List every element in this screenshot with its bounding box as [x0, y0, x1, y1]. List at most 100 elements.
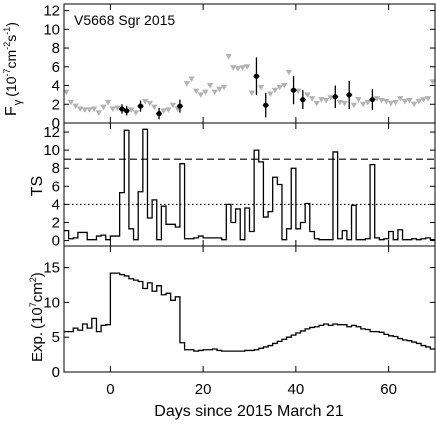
y-tick-label: 8 — [52, 40, 60, 57]
y-tick-label: 6 — [52, 178, 60, 195]
upper-limit-marker — [420, 97, 427, 103]
upper-limit-marker — [350, 102, 358, 109]
y-tick-label: 12 — [43, 124, 60, 141]
upper-limit-marker — [109, 106, 116, 112]
upper-limit-marker — [225, 53, 232, 60]
upper-limit-marker — [373, 96, 381, 102]
upper-limit-marker — [211, 89, 218, 96]
upper-limit-marker — [160, 108, 167, 114]
upper-limit-marker — [415, 98, 422, 105]
exposure-plot-frame — [63, 245, 436, 373]
upper-limit-marker — [188, 76, 195, 82]
upper-limit-marker — [378, 98, 385, 104]
upper-limit-marker — [90, 106, 98, 112]
upper-limit-marker — [100, 104, 107, 111]
upper-limit-marker — [243, 64, 251, 70]
y-tick-label: 15 — [43, 260, 60, 277]
upper-limit-marker — [192, 88, 200, 95]
upper-limit-marker — [202, 89, 209, 96]
upper-limit-marker — [183, 81, 191, 87]
y-tick-label: 10 — [43, 21, 60, 38]
upper-limit-marker — [276, 84, 283, 91]
y-tick-label: 8 — [52, 160, 60, 177]
upper-limit-marker — [410, 101, 418, 108]
upper-limit-marker — [359, 101, 367, 108]
y-tick-label: 12 — [43, 3, 60, 20]
upper-limit-marker — [401, 98, 409, 105]
detection-point — [253, 73, 260, 79]
upper-limit-marker — [267, 91, 274, 97]
upper-limit-marker — [355, 97, 362, 103]
y-tick-label: 0 — [52, 233, 60, 250]
upper-limit-marker — [67, 99, 75, 106]
y-tick-label: 6 — [52, 59, 60, 76]
upper-limit-marker — [165, 107, 172, 113]
upper-limit-marker — [304, 92, 311, 98]
upper-limit-marker — [81, 107, 89, 113]
y-tick-label: 10 — [43, 294, 60, 311]
detection-point — [137, 103, 144, 109]
upper-limit-marker — [146, 100, 153, 107]
upper-limit-marker — [151, 104, 158, 111]
upper-limit-marker — [220, 84, 228, 91]
upper-limit-marker — [95, 110, 102, 116]
ts-ylabel: TS — [29, 176, 46, 196]
x-axis-label: Days since 2015 March 21 — [154, 403, 344, 420]
y-tick-label: 4 — [52, 78, 60, 95]
upper-limit-marker — [308, 96, 316, 102]
upper-limit-marker — [128, 107, 135, 113]
upper-limit-marker — [313, 100, 320, 107]
upper-limit-marker — [77, 106, 84, 112]
flux-ylabel: Fγ(10-7cm-2s-1) — [2, 22, 24, 116]
upper-limit-marker — [322, 98, 330, 104]
ts-step-line — [64, 128, 435, 241]
upper-limit-marker — [336, 99, 344, 106]
y-tick-label: 2 — [52, 96, 60, 113]
upper-limit-marker — [424, 96, 432, 102]
upper-limit-marker — [104, 99, 112, 106]
upper-limit-marker — [63, 89, 70, 96]
upper-limit-marker — [72, 103, 79, 110]
upper-limit-marker — [169, 102, 177, 109]
upper-limit-marker — [383, 98, 390, 105]
exposure-panel: 0 5 10 15 0 20 40 60 Exp.(107cm2) Days since 2… — [28, 245, 436, 420]
detection-point — [124, 108, 130, 114]
upper-limit-marker — [281, 83, 288, 89]
upper-limit-marker — [406, 98, 413, 104]
upper-limit-marker — [294, 88, 302, 95]
detection-point — [300, 96, 306, 103]
upper-limit-marker — [86, 107, 93, 113]
y-tick-label: 0 — [52, 364, 60, 381]
upper-limit-marker — [429, 79, 436, 85]
detection-point — [263, 102, 269, 108]
y-tick-label: 4 — [52, 196, 60, 213]
exposure-step-line — [64, 272, 435, 352]
upper-limit-marker — [141, 98, 149, 105]
upper-limit-marker — [230, 65, 237, 71]
upper-limit-marker — [216, 86, 223, 93]
upper-limit-marker — [341, 100, 348, 107]
upper-limit-marker — [239, 65, 246, 71]
upper-limit-marker — [132, 110, 140, 116]
upper-limit-marker — [397, 96, 404, 102]
flux-annotation: V5668 Sgr 2015 — [74, 12, 175, 28]
upper-limit-marker — [387, 100, 395, 107]
x-tick-label: 60 — [380, 381, 397, 398]
detection-point — [156, 111, 162, 117]
detection-point — [290, 87, 297, 93]
y-tick-label: 0 — [52, 115, 60, 132]
upper-limit-marker — [248, 90, 256, 97]
x-tick-label: 0 — [106, 381, 114, 398]
upper-limit-marker — [114, 105, 121, 112]
exposure-ylabel: Exp.(107cm2) — [28, 272, 46, 362]
x-tick-label: 20 — [195, 381, 212, 398]
upper-limit-marker — [234, 66, 242, 72]
x-tick-label: 40 — [288, 381, 305, 398]
upper-limit-marker — [257, 84, 265, 91]
upper-limit-marker — [271, 87, 279, 94]
upper-limit-marker — [197, 92, 205, 98]
